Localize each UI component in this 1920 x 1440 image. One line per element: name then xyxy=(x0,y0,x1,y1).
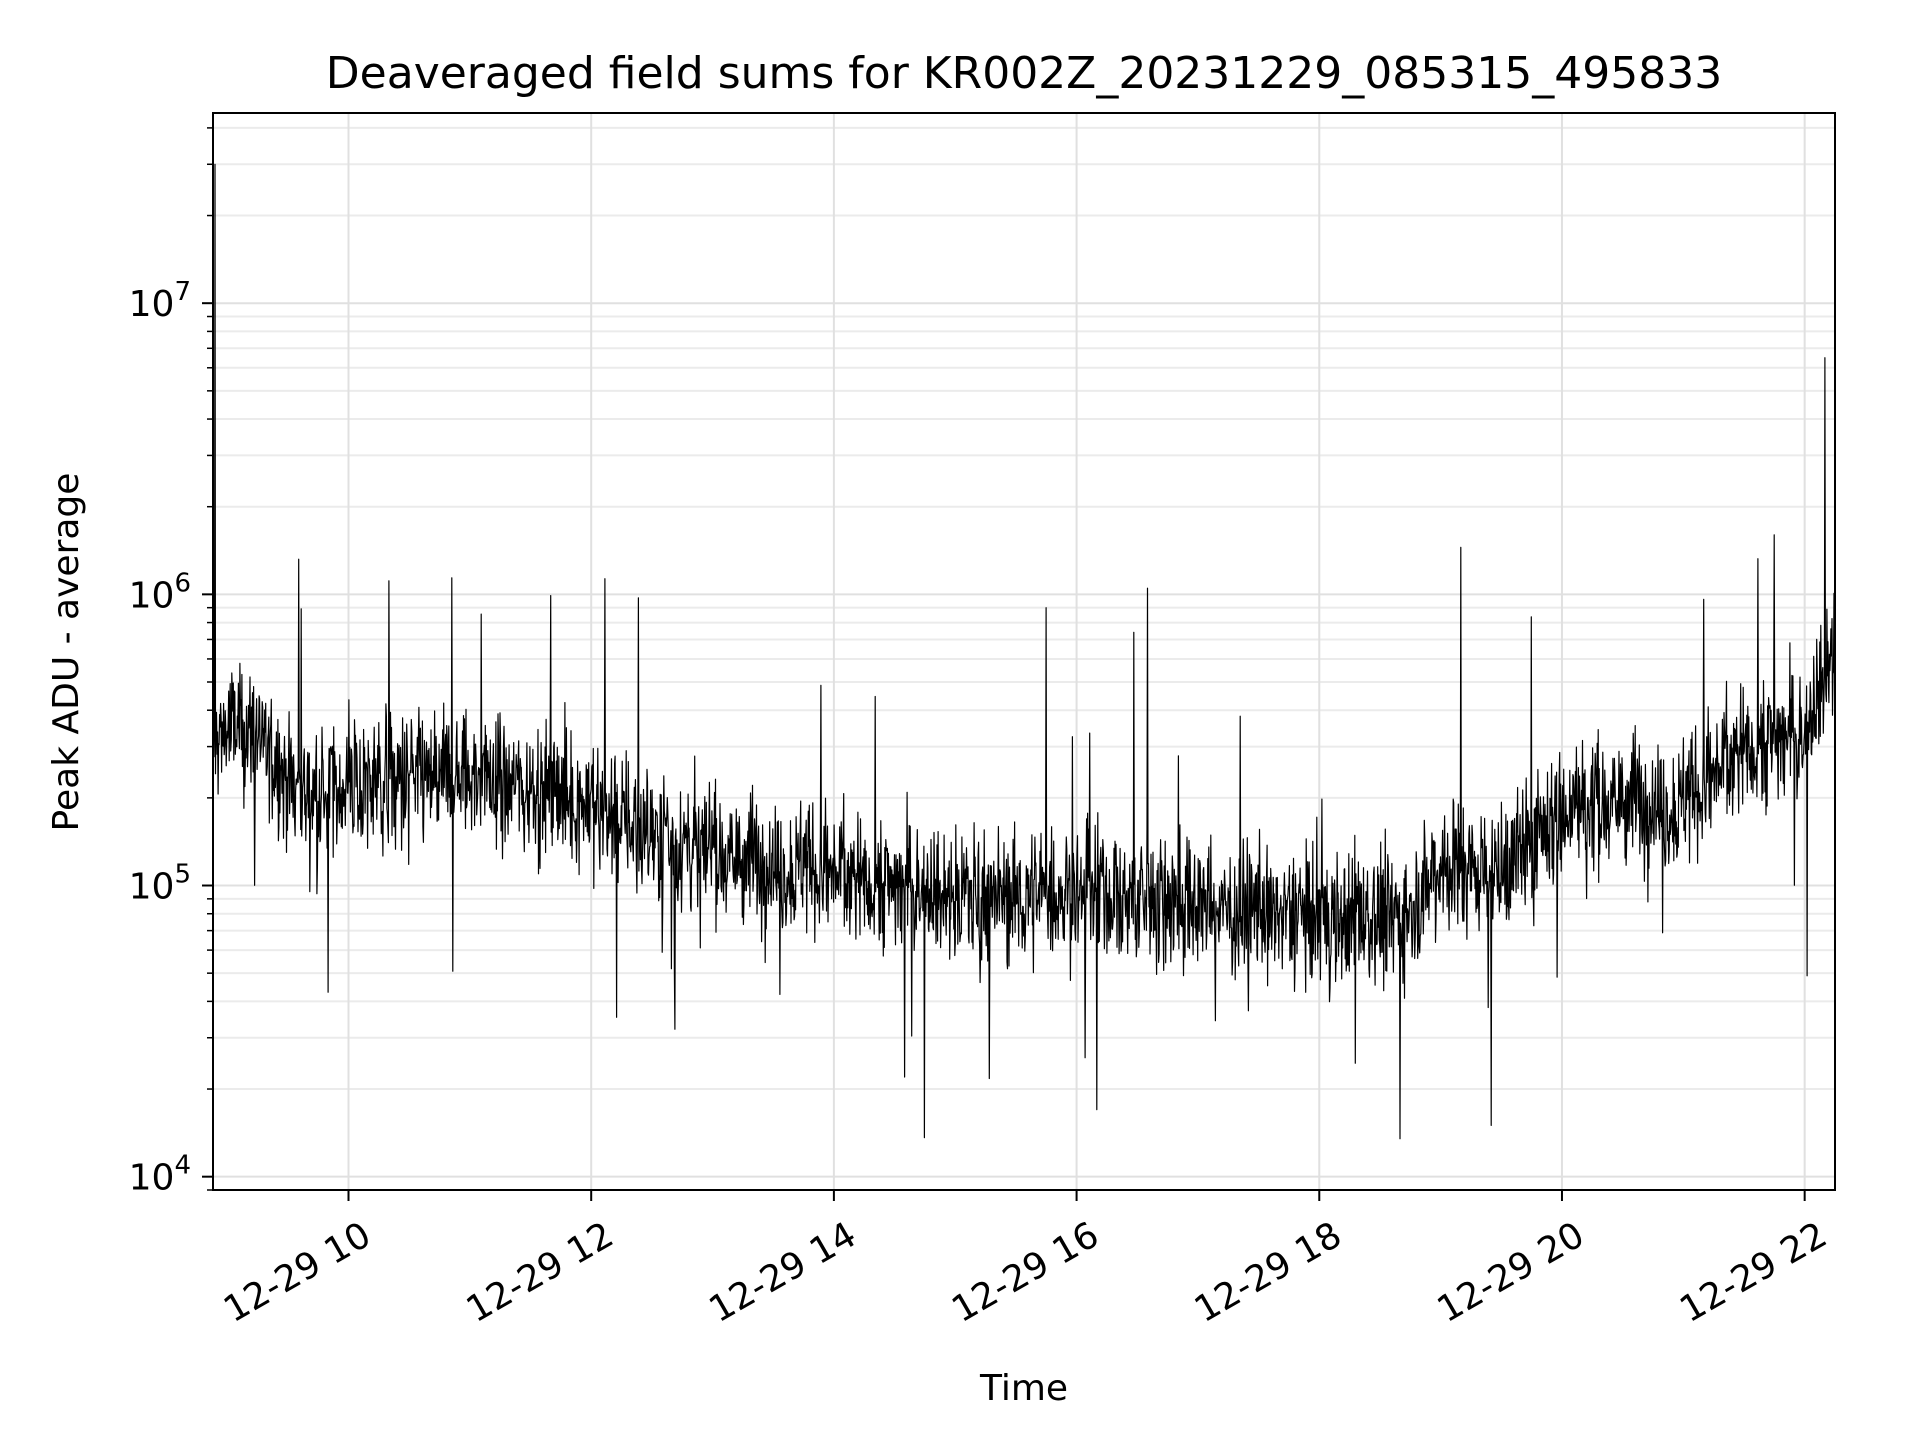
y-axis: 104 105 106 107 xyxy=(129,127,213,1199)
y-axis-label: Peak ADU - average xyxy=(46,473,87,832)
grid xyxy=(213,113,1835,1191)
x-axis-label: Time xyxy=(979,1368,1068,1409)
y-tick-label: 105 xyxy=(129,860,191,908)
series-line xyxy=(212,163,1836,1140)
plot-frame xyxy=(212,112,1836,1191)
y-tick-label: 104 xyxy=(129,1151,191,1199)
y-tick-label: 106 xyxy=(129,568,191,616)
chart-title: Deaveraged field sums for KR002Z_2023122… xyxy=(326,48,1722,99)
y-tick-label: 107 xyxy=(129,277,191,325)
series-layer xyxy=(212,163,1836,1140)
